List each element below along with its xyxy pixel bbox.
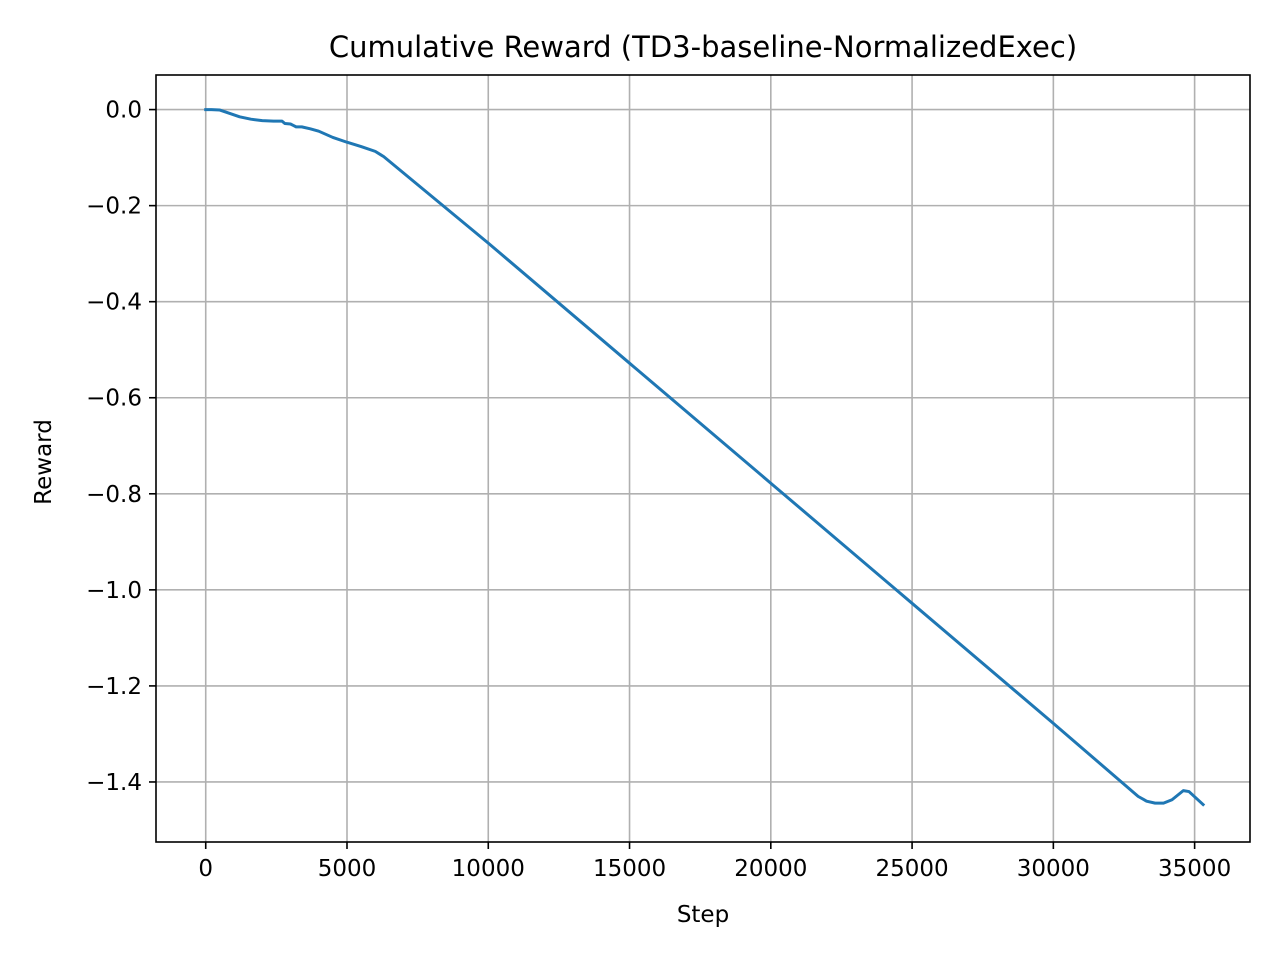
x-tick-label: 0 — [198, 856, 213, 882]
x-tick-label: 25000 — [875, 856, 948, 882]
y-tick-label: −0.2 — [86, 194, 142, 220]
y-axis-label: Reward — [31, 419, 57, 505]
x-tick-label: 20000 — [734, 856, 807, 882]
chart-title: Cumulative Reward (TD3-baseline-Normaliz… — [329, 30, 1077, 64]
y-tick-label: −0.4 — [86, 290, 142, 316]
y-tick-label: −1.4 — [86, 770, 142, 796]
x-tick-label: 15000 — [593, 856, 666, 882]
plot-frame — [155, 74, 1251, 843]
y-tick-label: −0.6 — [86, 386, 142, 412]
series-layer — [204, 108, 1206, 807]
x-tick-label: 35000 — [1158, 856, 1231, 882]
y-tick-label: −1.2 — [86, 674, 142, 700]
y-tick-label: −0.8 — [86, 482, 142, 508]
x-axis-label: Step — [677, 902, 729, 928]
y-tick-label: −1.0 — [86, 578, 142, 604]
grid-lines — [156, 75, 1250, 842]
x-tick-label: 30000 — [1017, 856, 1090, 882]
axis-ticks: 0 5000 10000 15000 20000 25000 30000 35000 0.0 −0… — [86, 98, 1231, 882]
x-tick-label: 10000 — [452, 856, 525, 882]
x-tick-label: 5000 — [318, 856, 377, 882]
series-line-0 — [204, 108, 1206, 807]
y-tick-label: 0.0 — [105, 98, 142, 124]
